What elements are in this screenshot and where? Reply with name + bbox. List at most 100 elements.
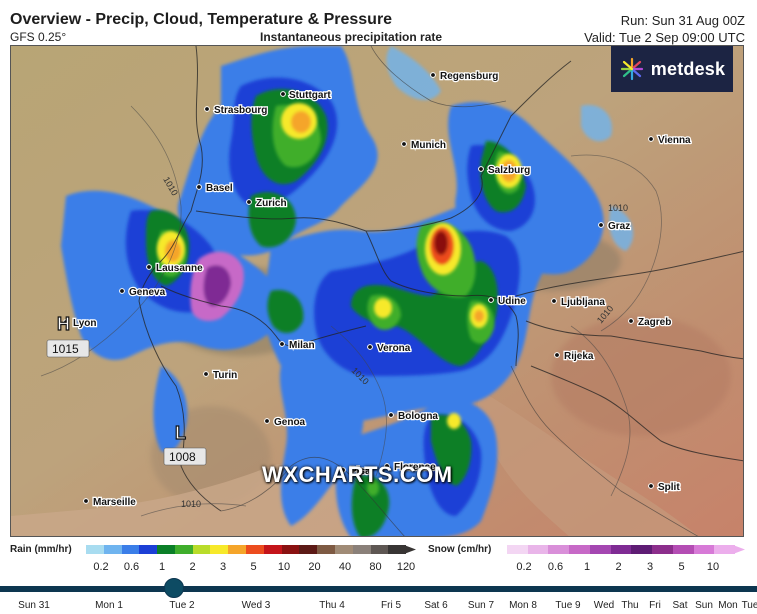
city-ljubljana[interactable]: Ljubljana: [551, 296, 607, 309]
timeline-track[interactable]: [0, 586, 757, 592]
precip-snow-field: [190, 251, 244, 321]
city-genoa[interactable]: Genoa: [264, 416, 307, 429]
svg-text:Vienna: Vienna: [658, 135, 691, 146]
city-split[interactable]: Split: [648, 481, 682, 494]
city-regensburg[interactable]: Regensburg: [430, 70, 500, 83]
rain-scale-swatch: [388, 545, 407, 554]
wxcharts-watermark: WXCHARTS.COM: [262, 462, 453, 487]
rain-scale-tick: 80: [369, 561, 382, 573]
svg-text:Munich: Munich: [411, 140, 446, 151]
snow-scale-swatch: [569, 545, 590, 554]
rain-scale-swatch: [139, 545, 158, 554]
timeline-day-label[interactable]: Mon 8: [509, 600, 537, 611]
rain-scale-arrow-icon: [404, 545, 416, 554]
high-pressure-centre: H 1015: [46, 313, 90, 358]
city-bologna[interactable]: Bologna: [388, 410, 440, 423]
rain-scale-swatch: [246, 545, 264, 554]
timeline-slider-handle[interactable]: [164, 578, 184, 598]
rain-scale-tick: 0.2: [93, 561, 109, 573]
snow-scale-tick: 2: [615, 561, 622, 573]
snow-scale-swatch: [589, 545, 611, 554]
city-salzburg[interactable]: Salzburg: [478, 164, 531, 177]
low-pressure-centre: L 1008: [163, 422, 207, 466]
rain-scale-tick: 5: [250, 561, 257, 573]
city-verona[interactable]: Verona: [367, 342, 412, 355]
rain-scale-swatch: [334, 545, 353, 554]
precip-light-fringe: [386, 46, 634, 251]
rain-scale-swatch: [86, 545, 104, 554]
rain-scale-tick: 40: [338, 561, 352, 573]
city-milan[interactable]: Milan: [279, 339, 316, 352]
svg-text:Verona: Verona: [377, 343, 411, 354]
timeline-day-label[interactable]: Sun 7: [467, 600, 495, 611]
city-florence[interactable]: Florence: [384, 461, 437, 474]
city-munich[interactable]: Munich: [401, 139, 447, 152]
snow-scale-swatch: [714, 545, 736, 554]
city-marseille[interactable]: Marseille: [83, 496, 137, 509]
timeline-day-label[interactable]: Mon 1: [95, 600, 123, 611]
city-lyon[interactable]: Lyon: [63, 317, 98, 330]
svg-text:Graz: Graz: [608, 221, 630, 232]
rain-scale-swatch: [192, 545, 211, 554]
city-lausanne[interactable]: Lausanne: [146, 262, 204, 275]
svg-text:Genoa: Genoa: [274, 417, 306, 428]
city-zurich[interactable]: Zurich: [246, 197, 288, 210]
rain-scale-swatch: [228, 545, 247, 554]
timeline-day-label[interactable]: Wed: [593, 600, 615, 611]
rain-scale-tick: 20: [308, 561, 321, 573]
legend: Rain (mm/hr) 0.2 0.6 1 2 3 5 10 20 40 80 120 Snow …: [0, 541, 757, 573]
timeline-day-label[interactable]: Tue: [741, 600, 757, 611]
valid-time: Valid: Tue 2 Sep 09:00 UTC: [584, 30, 745, 45]
svg-text:1008: 1008: [169, 450, 196, 464]
snow-scale-swatch: [610, 545, 632, 554]
timeline-day-label[interactable]: Fri 5: [381, 600, 401, 611]
timeline-day-label[interactable]: Mon: [718, 600, 738, 611]
svg-text:L: L: [175, 423, 186, 443]
svg-text:H: H: [57, 314, 70, 334]
city-markers: Regensburg Stuttgart Strasbourg Vienna M…: [63, 70, 692, 509]
timeline-day-label[interactable]: Sun 31: [18, 600, 50, 611]
country-borders: [138, 46, 743, 512]
svg-text:Salzburg: Salzburg: [488, 165, 530, 176]
svg-text:Stuttgart: Stuttgart: [289, 90, 331, 101]
timeline-day-label[interactable]: Wed 3: [241, 600, 271, 611]
weather-map[interactable]: 1010 1010 1010 1010 1010 Regensburg Stut…: [10, 45, 744, 537]
snow-scale-swatch: [631, 545, 653, 554]
snow-scale-tick: 5: [678, 561, 685, 573]
svg-text:Lyon: Lyon: [73, 318, 97, 329]
svg-text:Regensburg: Regensburg: [440, 71, 498, 82]
timeline-day-label[interactable]: Sat: [672, 600, 688, 611]
city-vienna[interactable]: Vienna: [648, 134, 692, 147]
svg-text:Pisa: Pisa: [350, 466, 371, 477]
city-turin[interactable]: Turin: [203, 369, 239, 382]
city-zagreb[interactable]: Zagreb: [628, 316, 673, 329]
city-strasbourg[interactable]: Strasbourg: [204, 104, 269, 117]
timeline-day-label[interactable]: Fri: [649, 600, 661, 611]
city-geneva[interactable]: Geneva: [119, 286, 167, 299]
timeline-day-label[interactable]: Sat 6: [424, 600, 448, 611]
rain-color-scale: [86, 545, 407, 554]
timeline-day-label[interactable]: Tue 2: [169, 600, 195, 611]
rain-scale-swatch: [370, 545, 389, 554]
timeline-day-label[interactable]: Tue 9: [555, 600, 581, 611]
rain-scale-swatch: [103, 545, 122, 554]
city-basel[interactable]: Basel: [196, 182, 234, 195]
city-pisa[interactable]: Pisa: [340, 465, 372, 478]
timeline-day-labels: Sun 31 Mon 1 Tue 2 Wed 3 Thu 4 Fri 5 Sat 6 Sun …: [0, 598, 757, 614]
rain-scale-tick: 1: [158, 561, 166, 573]
timeline-day-label[interactable]: Thu: [621, 600, 639, 611]
snow-scale-tick: 3: [646, 561, 654, 573]
rain-scale-swatch: [317, 545, 335, 554]
snow-scale-swatch: [548, 545, 570, 554]
city-graz[interactable]: Graz: [598, 220, 631, 233]
rain-scale-tick: 120: [396, 561, 416, 573]
city-rijeka[interactable]: Rijeka: [554, 350, 595, 363]
city-stuttgart[interactable]: Stuttgart: [280, 89, 333, 102]
timeline-day-label[interactable]: Sun: [695, 600, 713, 611]
timeline-day-label[interactable]: Thu 4: [319, 600, 345, 611]
metdesk-logo: metdesk: [611, 46, 733, 92]
svg-text:Lausanne: Lausanne: [156, 263, 203, 274]
city-udine[interactable]: Udine: [488, 295, 527, 308]
svg-text:Zagreb: Zagreb: [638, 317, 671, 328]
svg-text:Ljubljana: Ljubljana: [561, 297, 605, 308]
